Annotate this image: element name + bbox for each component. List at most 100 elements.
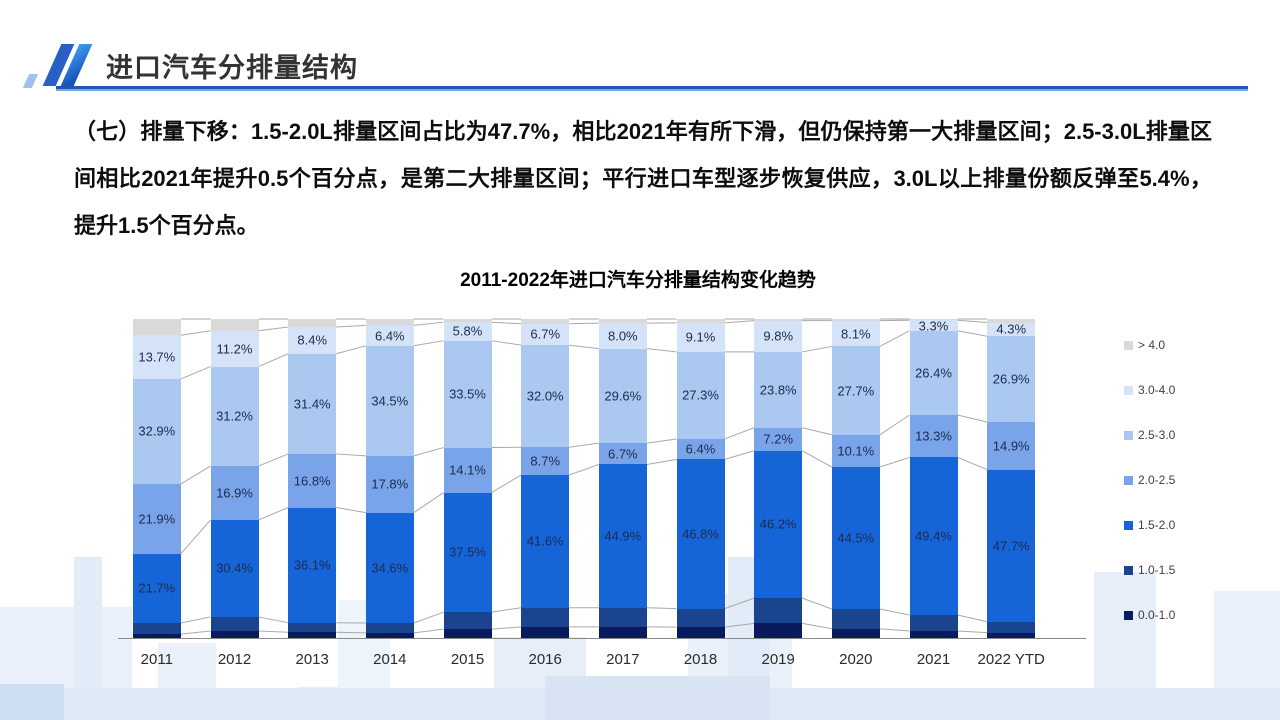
bar: 44.5% 10.1% 27.7% 8.1% — [831, 319, 880, 638]
x-axis-label: 2011 — [140, 651, 173, 668]
bar-label: 41.6% — [526, 533, 564, 549]
bar-segment: 30.4% — [210, 519, 259, 617]
bar-segment: 27.7% — [831, 346, 880, 435]
x-axis-label: 2016 — [528, 651, 562, 668]
bar-segment: 6.4% — [676, 438, 725, 460]
bar-label: 46.2% — [759, 516, 797, 532]
bar-label: 8.4% — [297, 332, 328, 348]
bar-segment — [987, 319, 1036, 323]
bar: 46.8% 6.4% 27.3% 9.1% — [676, 319, 725, 638]
bar-label: 44.9% — [604, 528, 642, 544]
bar-label: 10.1% — [837, 443, 875, 459]
bar-segment — [443, 612, 492, 630]
legend-item: 1.5-2.0 — [1124, 518, 1175, 532]
x-axis-label: 2018 — [683, 651, 718, 668]
bar-segment — [210, 616, 259, 631]
bar: 37.5% 14.1% 33.5% 5.8% — [443, 319, 492, 638]
bar-segment — [365, 632, 414, 638]
bar-segment — [676, 608, 725, 628]
bar-label: 3.3% — [918, 318, 949, 334]
bar: 44.9% 6.7% 29.6% 8.0% — [598, 319, 647, 638]
bar-label: 26.4% — [915, 365, 952, 381]
x-axis-label: 2012 — [217, 651, 252, 668]
bar-label: 37.5% — [449, 544, 486, 560]
bar-segment: 47.7% — [987, 469, 1036, 622]
bar-label: 9.8% — [763, 328, 794, 344]
bar-segment: 9.8% — [754, 320, 803, 352]
bar-label: 34.6% — [371, 560, 409, 576]
legend-label: 3.0-4.0 — [1138, 383, 1176, 397]
summary-paragraph: （七）排量下移：1.5-2.0L排量区间占比为47.7%，相比2021年有所下滑… — [74, 119, 1212, 238]
legend-item: 1.0-1.5 — [1124, 563, 1175, 577]
bar-label: 11.2% — [216, 341, 253, 357]
bar-label: 27.7% — [837, 383, 875, 399]
bar-label: 27.3% — [682, 387, 719, 403]
bar-segment: 7.2% — [754, 427, 803, 451]
bar-segment: 34.5% — [365, 345, 414, 456]
bar-segment — [443, 319, 492, 323]
bar: 30.4% 16.9% 31.2% 11.2% — [210, 319, 259, 638]
bar-label: 36.1% — [293, 557, 331, 573]
x-axis-label: 2013 — [295, 651, 329, 668]
bar-segment: 23.8% — [754, 351, 803, 428]
bar-segment: 31.4% — [288, 353, 337, 454]
legend-swatch — [1124, 520, 1133, 530]
bar-label: 30.4% — [216, 560, 253, 576]
x-axis-label: 2014 — [373, 651, 407, 668]
bar-label: 47.7% — [992, 538, 1030, 554]
bar-segment: 26.4% — [909, 330, 958, 416]
legend-label: 1.0-1.5 — [1138, 563, 1176, 577]
legend-item: > 4.0 — [1124, 338, 1165, 352]
bar-segment: 8.0% — [598, 323, 647, 349]
bar-segment: 13.3% — [909, 415, 958, 458]
bar-segment — [521, 607, 570, 627]
chart-title: 2011-2022年进口汽车分排量结构变化趋势 — [460, 270, 816, 291]
bar-label: 6.4% — [374, 328, 405, 344]
bar-segment: 41.6% — [521, 475, 570, 608]
connector-lines — [180, 318, 988, 635]
bar-segment — [521, 319, 570, 324]
bar-label: 31.4% — [293, 396, 331, 412]
bar-segment: 32.9% — [132, 378, 181, 484]
bar-segment: 6.7% — [521, 323, 570, 346]
bar-segment — [987, 621, 1036, 633]
legend-item: 2.5-3.0 — [1124, 428, 1175, 442]
bar-segment — [210, 319, 259, 331]
bar-segment: 31.2% — [210, 366, 259, 467]
bar-label: 13.7% — [138, 349, 176, 365]
bar-segment: 10.1% — [831, 434, 880, 468]
bar-segment — [132, 319, 181, 336]
legend-swatch — [1124, 610, 1133, 620]
bar-segment — [132, 623, 181, 635]
bar-segment — [210, 630, 259, 638]
bar-segment: 8.4% — [288, 326, 337, 354]
bar-segment: 4.3% — [987, 322, 1036, 337]
bar-label: 9.1% — [685, 329, 716, 345]
bar-label: 6.7% — [530, 326, 561, 342]
bar-segment — [831, 608, 880, 629]
bar-label: 14.1% — [449, 462, 486, 478]
bar-label: 33.5% — [449, 386, 486, 402]
bar-segment: 13.7% — [132, 335, 181, 379]
legend-item: 0.0-1.0 — [1124, 608, 1175, 622]
legend-label: 2.5-3.0 — [1138, 428, 1176, 442]
bar-label: 29.6% — [604, 388, 642, 404]
bar-segment: 6.7% — [598, 443, 647, 465]
bar-label: 34.5% — [371, 393, 409, 409]
bar-segment — [754, 319, 803, 321]
bar-segment — [598, 607, 647, 627]
bar-label: 5.8% — [452, 323, 483, 339]
bar-segment — [676, 319, 725, 323]
bar-segment — [754, 623, 803, 638]
bar-segment — [831, 319, 880, 321]
bar-segment: 46.8% — [676, 459, 725, 609]
bar-segment: 27.3% — [676, 351, 725, 439]
legend-swatch — [1124, 340, 1133, 350]
x-axis-label: 2021 — [916, 651, 951, 668]
bar-segment: 16.8% — [288, 453, 337, 508]
bar-segment — [909, 319, 958, 321]
bar-label: 26.9% — [992, 371, 1030, 387]
bar-segment — [288, 632, 337, 638]
bar-segment: 33.5% — [443, 340, 492, 448]
